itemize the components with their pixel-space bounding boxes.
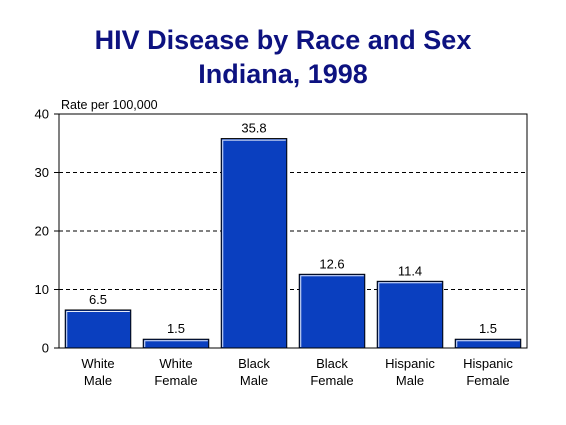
- bar-highlight: [456, 340, 520, 347]
- axes: [54, 113, 528, 349]
- y-tick-label: 40: [35, 107, 49, 122]
- y-tick-label: 10: [35, 282, 49, 297]
- plot-frame: [58, 113, 528, 349]
- bar-highlight: [144, 340, 208, 347]
- x-tick-label: Male: [396, 373, 424, 388]
- chart-title-line-2: Indiana, 1998: [198, 59, 368, 89]
- x-tick-label: Female: [466, 373, 509, 388]
- data-label: 6.5: [89, 292, 107, 307]
- y-tick-label: 30: [35, 165, 49, 180]
- x-tick-label: Black: [238, 356, 270, 371]
- data-label: 12.6: [319, 256, 344, 271]
- x-tick-label: Hispanic: [463, 356, 513, 371]
- bar-highlight: [300, 275, 364, 347]
- x-tick-label: Female: [310, 373, 353, 388]
- bar-highlight: [66, 310, 130, 347]
- bar-highlight: [222, 139, 286, 347]
- x-tick-label: Hispanic: [385, 356, 435, 371]
- x-tick-label: Male: [240, 373, 268, 388]
- bars: [64, 138, 522, 349]
- y-tick-label: 20: [35, 224, 49, 239]
- y-tick-label: 0: [42, 341, 49, 356]
- bar: [64, 309, 132, 349]
- x-tick-label: Male: [84, 373, 112, 388]
- data-label: 35.8: [241, 121, 266, 136]
- bar-highlight: [378, 282, 442, 347]
- bar: [376, 280, 444, 349]
- data-label: 1.5: [479, 321, 497, 336]
- x-tick-label: Black: [316, 356, 348, 371]
- y-axis-label: Rate per 100,000: [61, 98, 158, 112]
- labels: 0 10 20 30 40 Rate per 100,000 6.5 White Male 1.5…: [35, 98, 514, 388]
- gridlines: [59, 172, 527, 290]
- x-tick-label: White: [159, 356, 192, 371]
- bar: [298, 273, 366, 349]
- x-tick-label: Female: [154, 373, 197, 388]
- chart-title-line-1: HIV Disease by Race and Sex: [94, 25, 472, 55]
- bar: [220, 138, 288, 349]
- data-label: 1.5: [167, 321, 185, 336]
- data-label: 11.4: [398, 263, 422, 278]
- x-tick-label: White: [81, 356, 114, 371]
